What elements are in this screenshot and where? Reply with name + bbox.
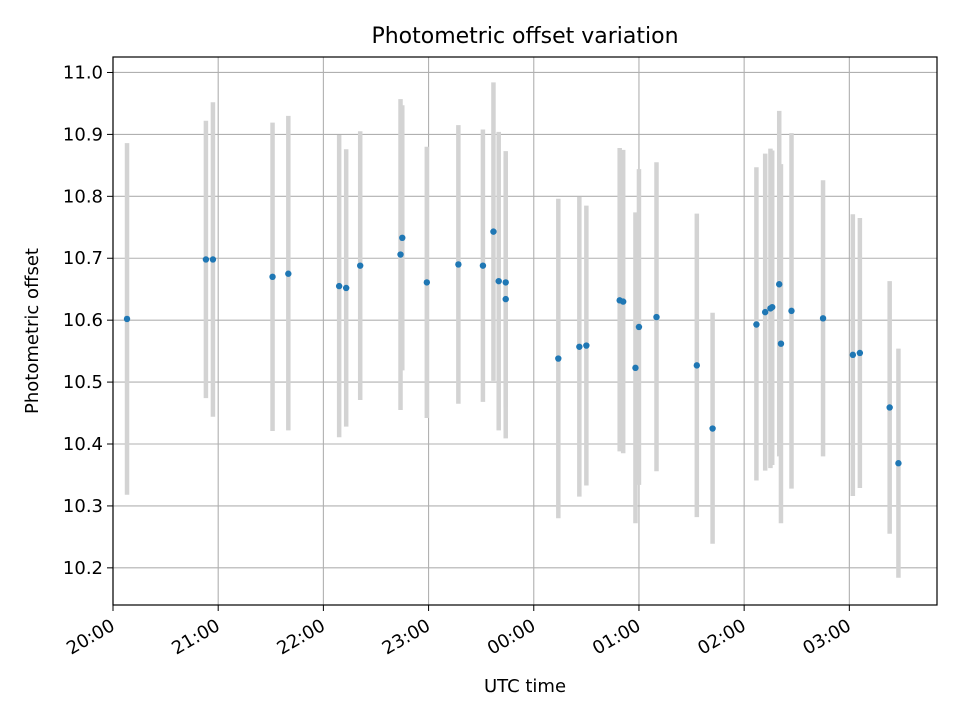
data-point [635,323,643,331]
data-point [753,321,760,328]
grid [112,57,937,605]
data-point [619,298,627,305]
x-tick-label: 02:00 [694,615,749,659]
y-tick-label: 10.5 [63,372,103,393]
data-point [583,342,590,349]
data-point [455,261,462,268]
x-axis-label: UTC time [484,676,566,697]
data-point [269,273,276,281]
x-axis-ticks: 20:00 21:00 22:00 23:00 00:00 01:00 02:00 03:00 [63,605,855,659]
data-point [709,425,716,432]
data-point [693,362,701,369]
data-point [495,277,502,285]
y-tick-label: 11.0 [63,62,103,83]
y-tick-label: 10.9 [63,124,103,145]
data-point [490,228,497,235]
error-bars [124,82,901,578]
data-point [776,281,783,288]
plot-frame [112,56,938,606]
y-axis-label: Photometric offset [22,248,43,414]
data-point [202,256,210,263]
y-tick-label: 10.8 [63,186,103,207]
data-point [849,351,857,359]
x-tick-label: 01:00 [589,615,644,659]
data-point [777,340,785,347]
data-point [209,256,217,263]
data-point [886,404,893,411]
x-tick-label: 21:00 [168,615,223,659]
y-axis-ticks: 10.2 10.3 10.4 10.5 10.6 10.7 10.8 10.9 11.0 [63,62,113,579]
y-tick-label: 10.6 [63,310,103,331]
y-tick-label: 10.3 [63,496,103,517]
data-point [895,460,902,467]
x-tick-label: 03:00 [799,615,854,659]
data-point [769,303,776,311]
x-tick-label: 00:00 [484,615,539,659]
data-point [342,284,350,292]
data-points [123,228,902,467]
data-point [123,315,131,323]
data-point [576,343,583,350]
data-point [397,251,404,258]
data-point [502,279,509,286]
x-tick-label: 20:00 [63,615,118,659]
data-point [479,262,487,269]
y-tick-label: 10.4 [63,434,103,455]
data-point [555,355,562,362]
data-point [335,282,343,290]
data-point [761,308,769,316]
data-point [399,234,406,242]
data-point [423,279,431,286]
data-point [819,315,827,322]
data-point [357,262,364,269]
data-point [856,349,864,357]
data-point [632,364,639,372]
x-tick-label: 22:00 [273,615,328,659]
x-tick-label: 23:00 [379,615,434,659]
y-tick-label: 10.2 [63,558,103,579]
data-point [788,307,795,315]
data-point [285,270,292,277]
data-point [502,295,509,303]
y-tick-label: 10.7 [63,248,103,269]
chart-title: Photometric offset variation [371,24,678,49]
data-point [653,313,660,321]
